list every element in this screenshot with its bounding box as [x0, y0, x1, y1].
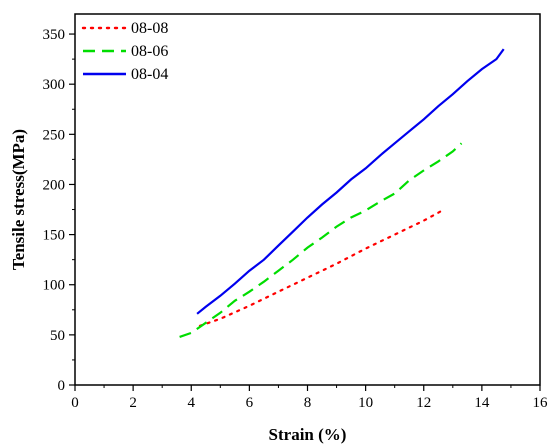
plot-lines	[179, 48, 505, 338]
x-tick-label: 14	[474, 395, 490, 411]
x-tick-label: 8	[304, 395, 312, 411]
y-tick-label: 300	[43, 77, 66, 93]
y-tick-label: 0	[58, 378, 66, 394]
y-tick-label: 350	[43, 27, 66, 43]
series-08-06-line	[179, 142, 463, 338]
x-tick-label: 0	[71, 395, 79, 411]
legend-label-08-08: 08-08	[131, 20, 168, 37]
axes: 0 2 4 6 8 10 12 14 16 0 50 100 150 200 250 300 350	[43, 27, 549, 411]
legend-label-08-04: 08-04	[131, 66, 168, 83]
x-tick-label: 2	[129, 395, 137, 411]
legend-label-08-06: 08-06	[131, 43, 168, 60]
y-axis-title: Tensile stress(MPa)	[9, 129, 28, 270]
y-tick-label: 200	[43, 177, 66, 193]
x-tick-label: 10	[358, 395, 373, 411]
x-tick-label: 4	[188, 395, 196, 411]
x-tick-label: 16	[533, 395, 549, 411]
y-tick-label: 150	[43, 228, 66, 244]
series-08-08-line	[198, 208, 446, 327]
x-axis-title: Strain (%)	[269, 425, 347, 444]
y-tick-label: 250	[43, 127, 66, 143]
x-tick-label: 6	[246, 395, 254, 411]
series-08-04-line	[196, 48, 505, 315]
y-tick-label: 50	[50, 328, 65, 344]
y-tick-label: 100	[43, 278, 66, 294]
legend: 08-08 08-06 08-04	[81, 20, 168, 83]
x-tick-label: 12	[416, 395, 431, 411]
